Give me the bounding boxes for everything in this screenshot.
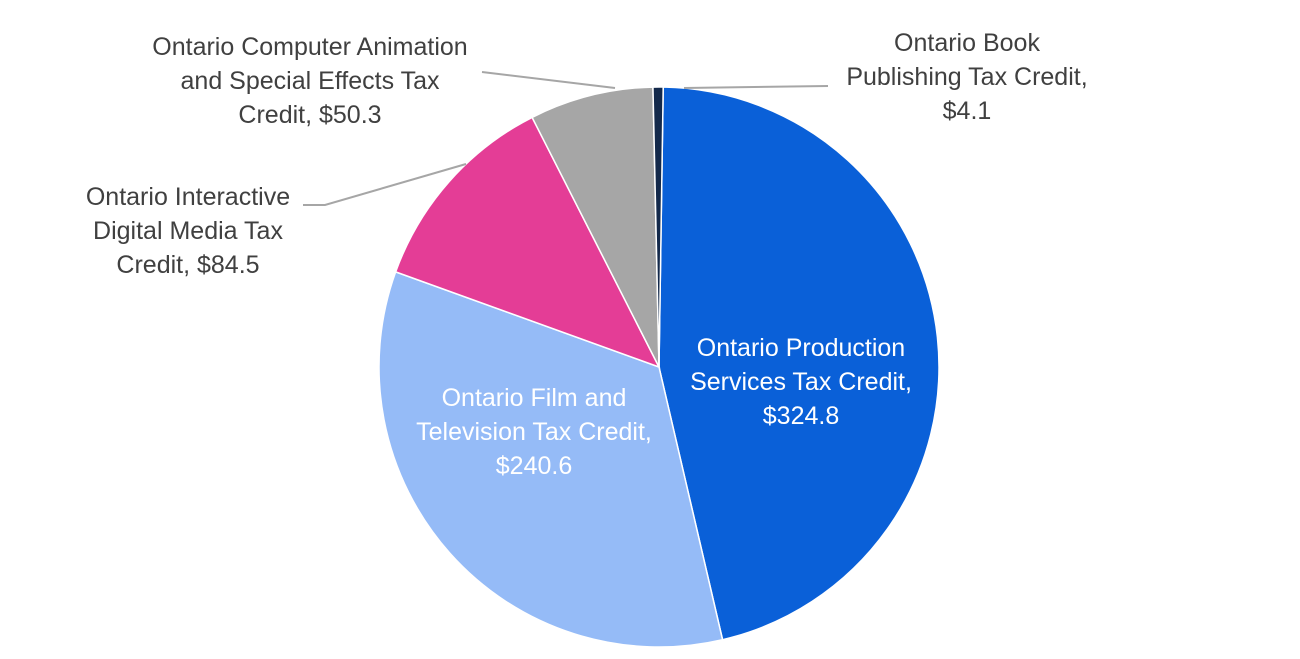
data-label-0-line-2: $324.8	[763, 402, 839, 430]
data-label-4-line-1: Publishing Tax Credit,	[846, 63, 1087, 91]
data-label-0-line-1: Services Tax Credit,	[690, 368, 912, 396]
data-label-4-line-2: $4.1	[943, 97, 992, 125]
data-label-2-line-1: Digital Media Tax	[93, 217, 283, 245]
data-label-2: Ontario Interactive Digital Media Tax Cred…	[86, 183, 290, 279]
data-label-1-line-2: $240.6	[496, 452, 572, 480]
data-label-1-line-1: Television Tax Credit,	[416, 418, 652, 446]
pie-slices	[378, 86, 940, 648]
leader-line-4	[683, 85, 829, 89]
data-label-0: Ontario Production Services Tax Credit, $3…	[690, 334, 912, 430]
data-label-0-line-0: Ontario Production	[697, 334, 905, 362]
data-label-3-line-0: Ontario Computer Animation	[152, 33, 467, 61]
pie-slice-1	[378, 270, 724, 648]
pie-slice-2	[394, 116, 661, 369]
data-label-4: Ontario Book Publishing Tax Credit, $4.1	[846, 29, 1087, 125]
data-label-3-line-2: Credit, $50.3	[238, 101, 381, 129]
pie-slice-4	[652, 86, 664, 368]
pie-slice-0	[658, 86, 940, 641]
leader-line-2	[303, 163, 467, 206]
data-label-4-line-0: Ontario Book	[894, 29, 1040, 57]
data-label-1: Ontario Film and Television Tax Credit, $2…	[416, 384, 652, 480]
leader-line-3	[481, 71, 616, 89]
data-labels: Ontario Production Services Tax Credit, $3…	[86, 29, 1088, 480]
data-label-3: Ontario Computer Animation and Special Ef…	[152, 33, 467, 129]
data-label-2-line-2: Credit, $84.5	[116, 251, 259, 279]
leader-lines	[303, 71, 829, 206]
pie-slice-3	[531, 86, 660, 368]
data-label-3-line-1: and Special Effects Tax	[181, 67, 440, 95]
data-label-2-line-0: Ontario Interactive	[86, 183, 290, 211]
data-label-1-line-0: Ontario Film and	[442, 384, 627, 412]
